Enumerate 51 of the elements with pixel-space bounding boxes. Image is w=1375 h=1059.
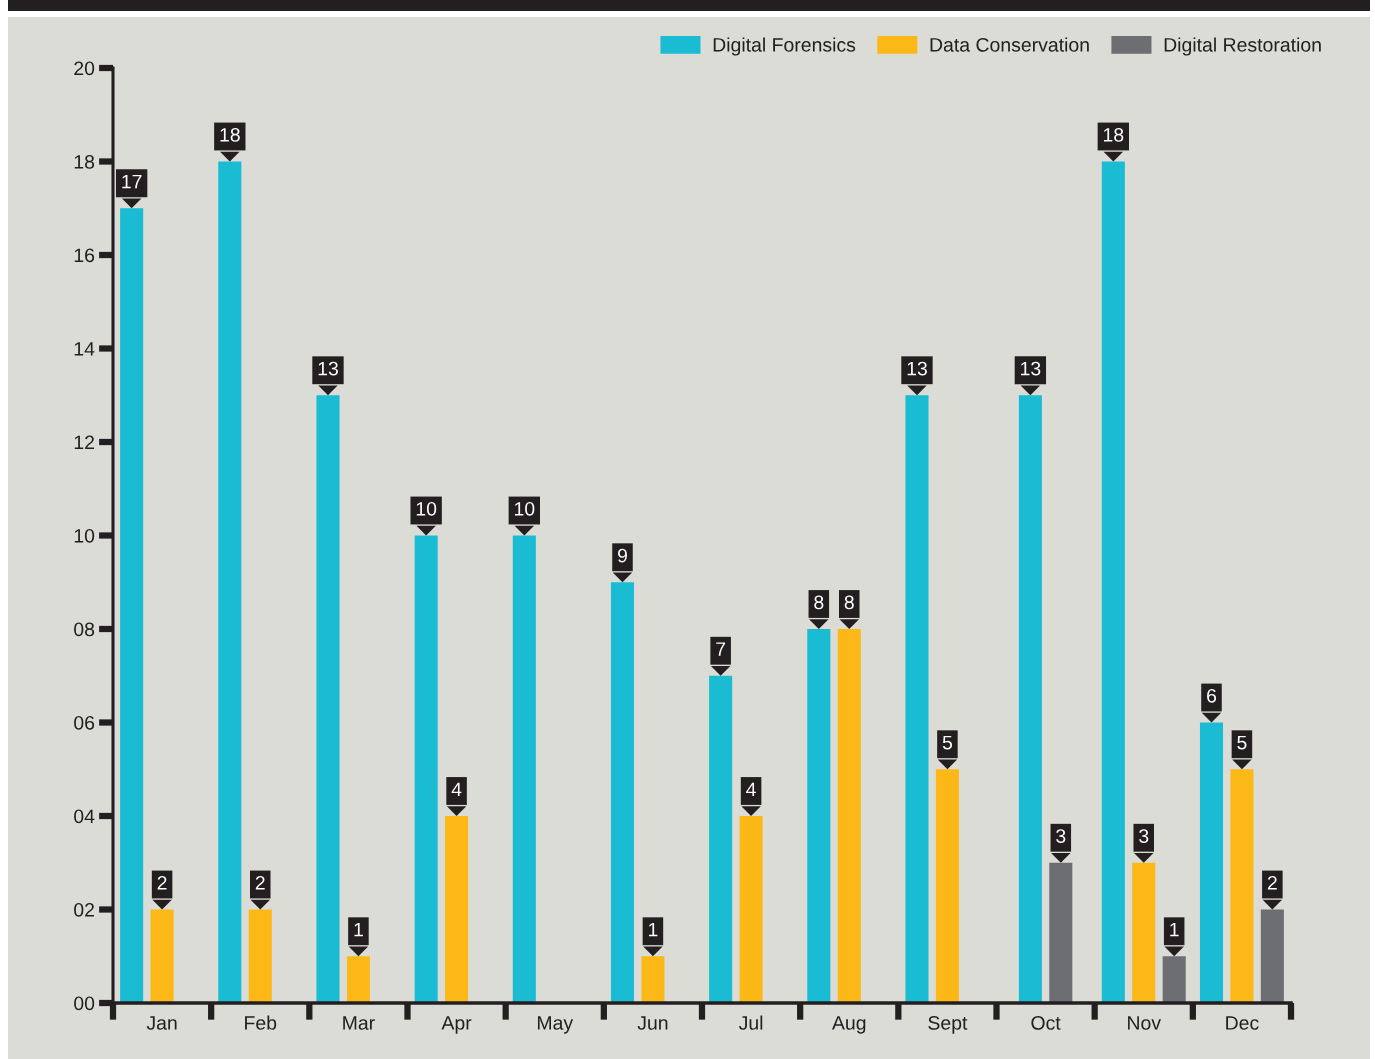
x-tick-label: Jan [146,1016,177,1030]
data-label: 13 [907,361,927,376]
x-tick-label: Oct [1031,1016,1061,1030]
legend-label: Digital Forensics [713,37,856,56]
data-label: 1 [1170,922,1179,937]
data-label: 10 [416,501,437,516]
x-tick-label: Mar [343,1016,375,1030]
data-label: 18 [1103,127,1124,142]
x-tick-label: Jun [637,1016,668,1030]
data-label: 2 [1267,875,1277,890]
data-label: 9 [617,548,627,563]
x-tick-label: Feb [245,1015,277,1030]
x-tick-label: Nov [1128,1016,1161,1030]
data-label: 4 [746,782,756,797]
x-tick-label: Aug [831,1016,866,1034]
data-label: 13 [318,361,338,376]
y-tick-label: 20 [74,61,95,76]
data-label: 1 [648,922,658,937]
data-label: 1 [354,922,363,937]
data-label: 8 [814,595,824,610]
data-label: 17 [122,174,142,189]
data-label: 18 [220,127,240,142]
data-label: 3 [1056,829,1066,843]
data-label: 13 [1021,361,1041,376]
x-tick-label: Dec [1226,1016,1259,1030]
data-label: 8 [844,595,854,610]
y-tick-label: 06 [74,715,95,730]
x-tick-label: Jul [738,1015,763,1030]
y-tick-label: 10 [74,528,95,543]
data-label: 6 [1207,688,1217,703]
data-label: 4 [451,782,462,797]
data-label: 5 [1237,735,1247,750]
data-label: 7 [716,642,726,656]
x-tick-label: Apr [441,1016,472,1034]
data-label: 3 [1139,829,1149,843]
y-tick-label: 16 [74,248,95,263]
legend-label: Digital Restoration [1164,37,1321,56]
y-tick-label: 14 [74,342,95,356]
x-tick-label: May [537,1016,574,1034]
data-label: 2 [157,875,167,890]
y-tick-label: 00 [74,996,95,1011]
legend-label: Data Conservation [930,37,1089,52]
y-tick-label: 18 [74,154,95,169]
y-tick-label: 04 [74,809,95,824]
data-label: 2 [255,875,265,890]
data-label: 5 [942,735,953,750]
data-label: 10 [514,501,535,516]
x-tick-label: Sept [928,1016,968,1034]
y-tick-label: 12 [74,435,94,450]
y-tick-label: 08 [74,622,95,637]
y-tick-label: 02 [74,902,94,917]
